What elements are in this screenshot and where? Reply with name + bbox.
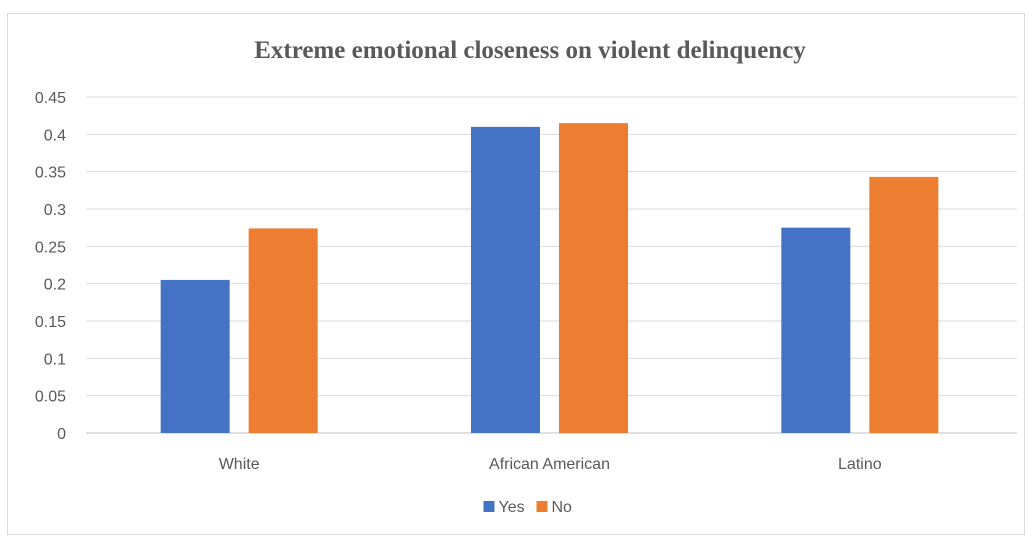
bar-no-african-american	[559, 123, 628, 433]
bars	[160, 123, 939, 434]
legend-swatch	[483, 501, 495, 512]
legend-item-yes: Yes	[483, 499, 525, 516]
y-tick-label: 0.3	[44, 202, 66, 219]
bar-yes-white	[160, 279, 230, 433]
legend-label: No	[552, 499, 573, 516]
legend-swatch	[536, 501, 548, 512]
bar-no-latino	[869, 176, 939, 434]
y-tick-label: 0.15	[35, 314, 66, 331]
bar-no-white	[248, 228, 318, 433]
chart-title: Extreme emotional closeness on violent d…	[254, 37, 806, 64]
bar-yes-latino	[781, 227, 851, 433]
x-tick-label: African American	[489, 456, 610, 473]
y-tick-label: 0.35	[35, 165, 66, 182]
y-axis-ticks: 0 0.05 0.1 0.15 0.2 0.25 0.3 0.35 0.4 0.45	[35, 90, 66, 443]
y-tick-label: 0.4	[44, 127, 66, 144]
gridlines	[86, 96, 1017, 434]
y-tick-label: 0.05	[35, 389, 66, 406]
y-tick-label: 0.45	[35, 90, 66, 107]
y-tick-label: 0.2	[44, 277, 66, 294]
legend-item-no: No	[536, 499, 573, 516]
x-tick-label: White	[219, 456, 260, 473]
y-tick-label: 0.1	[44, 351, 66, 368]
legend: Yes No	[483, 499, 573, 516]
x-tick-label: Latino	[838, 456, 882, 473]
y-tick-label: 0	[57, 426, 66, 443]
legend-label: Yes	[499, 499, 525, 516]
y-tick-label: 0.25	[35, 239, 66, 256]
bar-yes-african-american	[471, 126, 540, 433]
x-axis-ticks: White African American Latino	[219, 456, 882, 473]
